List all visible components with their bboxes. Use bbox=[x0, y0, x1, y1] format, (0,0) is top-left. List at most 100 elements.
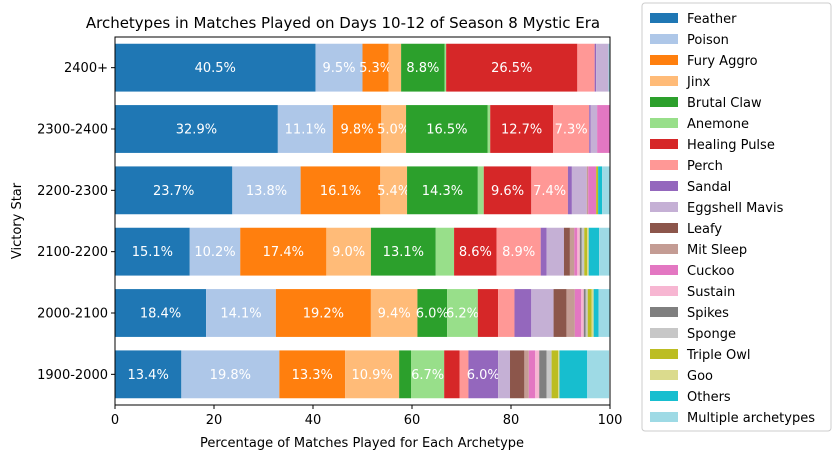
y-tick-label: 2300-2400 bbox=[37, 123, 108, 138]
bar-segment bbox=[388, 43, 402, 92]
bar-segment bbox=[546, 350, 552, 399]
legend-label: Feather bbox=[687, 12, 737, 27]
data-label: 13.4% bbox=[128, 368, 169, 383]
bar-segment bbox=[189, 227, 241, 276]
bar-segment bbox=[459, 350, 469, 399]
legend: Feather Poison Fury Aggro Jinx Brutal Claw An… bbox=[641, 2, 832, 432]
legend-label: Jinx bbox=[686, 75, 711, 90]
data-label: 19.2% bbox=[303, 307, 344, 322]
bar-segment bbox=[587, 350, 610, 399]
legend-label: Spikes bbox=[687, 306, 729, 321]
legend-swatch bbox=[650, 286, 678, 296]
data-label: 13.1% bbox=[383, 245, 424, 260]
bar-segment bbox=[115, 166, 233, 215]
bar-segment bbox=[579, 227, 582, 276]
data-label: 17.4% bbox=[263, 245, 304, 260]
legend-label: Fury Aggro bbox=[687, 54, 758, 69]
bar-segment bbox=[370, 289, 418, 337]
bar-segment bbox=[599, 227, 610, 276]
bar-segment bbox=[115, 105, 278, 153]
x-tick-label: 100 bbox=[598, 413, 623, 428]
bar-segment bbox=[587, 289, 592, 337]
data-label: 10.9% bbox=[351, 368, 392, 383]
legend-box bbox=[641, 2, 832, 432]
legend-swatch bbox=[650, 370, 678, 380]
bar-segment bbox=[591, 289, 594, 337]
legend-swatch bbox=[650, 391, 678, 401]
y-tick-label: 2400+ bbox=[64, 61, 108, 76]
bar-segment bbox=[399, 350, 412, 399]
bar-segment bbox=[490, 105, 554, 153]
data-label: 8.9% bbox=[502, 245, 535, 260]
bar-segment bbox=[596, 43, 609, 92]
bar-segment bbox=[232, 166, 301, 215]
bar-segment bbox=[546, 227, 564, 276]
legend-label: Sponge bbox=[687, 327, 736, 342]
bar-segment bbox=[553, 105, 590, 153]
legend-swatch bbox=[650, 55, 678, 65]
bar-segment bbox=[115, 43, 316, 92]
bar-segment bbox=[577, 43, 595, 92]
bar-segment bbox=[406, 105, 488, 153]
bar-segment bbox=[589, 105, 591, 153]
bar-segment bbox=[181, 350, 280, 399]
data-label: 14.1% bbox=[220, 307, 261, 322]
legend-swatch bbox=[650, 244, 678, 254]
bar-segment bbox=[585, 289, 588, 337]
legend-swatch bbox=[650, 139, 678, 149]
bar-segment bbox=[566, 289, 575, 337]
data-label: 6.2% bbox=[446, 307, 479, 322]
bar-segment bbox=[584, 227, 588, 276]
bar-segment bbox=[315, 43, 363, 92]
bar-segment bbox=[275, 289, 371, 337]
bar-segment bbox=[588, 227, 600, 276]
bar-segment bbox=[300, 166, 381, 215]
bar-segment bbox=[602, 166, 610, 215]
bar-segment bbox=[498, 350, 511, 399]
data-label: 9.8% bbox=[341, 123, 374, 138]
data-label: 26.5% bbox=[491, 61, 532, 76]
data-label: 13.3% bbox=[292, 368, 333, 383]
bar-segment bbox=[446, 43, 578, 92]
bar-segment bbox=[514, 289, 532, 337]
legend-swatch bbox=[650, 328, 678, 338]
data-label: 32.9% bbox=[176, 123, 217, 138]
bar-segment bbox=[581, 289, 584, 337]
legend-label: Mit Sleep bbox=[687, 243, 747, 258]
legend-swatch bbox=[650, 223, 678, 233]
legend-label: Goo bbox=[687, 369, 713, 384]
data-label: 7.4% bbox=[533, 184, 566, 199]
bar-segment bbox=[487, 105, 491, 153]
bar-segment bbox=[407, 166, 478, 215]
bar-segment bbox=[370, 227, 436, 276]
legend-swatch bbox=[650, 202, 678, 212]
x-tick-label: 20 bbox=[206, 413, 223, 428]
bar-segment bbox=[574, 289, 582, 337]
bar-segment bbox=[115, 350, 182, 399]
x-tick-label: 60 bbox=[404, 413, 421, 428]
y-tick-label: 2100-2200 bbox=[37, 245, 108, 260]
bar-segment bbox=[115, 227, 190, 276]
bar-segment bbox=[240, 227, 327, 276]
bar-segment bbox=[531, 166, 568, 215]
x-axis-label: Percentage of Matches Played for Each Ar… bbox=[200, 436, 524, 451]
legend-label: Eggshell Mavis bbox=[687, 201, 784, 216]
legend-label: Sustain bbox=[687, 285, 735, 300]
bar-segment bbox=[277, 105, 333, 153]
legend-label: Leafy bbox=[687, 222, 722, 237]
y-axis-label: Victory Star bbox=[10, 182, 25, 259]
legend-label: Multiple archetypes bbox=[687, 411, 815, 426]
legend-swatch bbox=[650, 349, 678, 359]
bar-segment bbox=[528, 350, 536, 399]
bar-segment bbox=[590, 105, 598, 153]
bar-segment bbox=[454, 227, 497, 276]
legend-label: Perch bbox=[687, 159, 723, 174]
x-tick-label: 80 bbox=[503, 413, 520, 428]
legend-swatch bbox=[650, 265, 678, 275]
x-tick-label: 40 bbox=[305, 413, 322, 428]
chart-title: Archetypes in Matches Played on Days 10-… bbox=[86, 14, 600, 32]
bar-segment bbox=[594, 43, 597, 92]
legend-swatch bbox=[650, 13, 678, 23]
bar-segment bbox=[326, 227, 371, 276]
